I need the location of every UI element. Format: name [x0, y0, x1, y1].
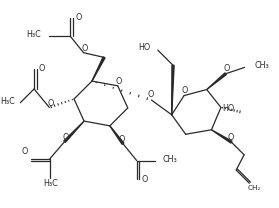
Text: O: O	[76, 13, 82, 22]
Text: O: O	[62, 133, 69, 142]
Text: O: O	[223, 64, 230, 73]
Text: O: O	[227, 133, 234, 142]
Text: O: O	[116, 77, 122, 86]
Text: HO: HO	[138, 43, 150, 52]
Polygon shape	[207, 73, 226, 89]
Polygon shape	[172, 65, 174, 115]
Polygon shape	[64, 121, 84, 142]
Text: O: O	[48, 99, 54, 108]
Text: H₃C: H₃C	[0, 97, 15, 106]
Polygon shape	[110, 126, 124, 144]
Polygon shape	[211, 130, 232, 143]
Text: O: O	[118, 135, 125, 144]
Text: CH₂: CH₂	[247, 185, 261, 191]
Polygon shape	[92, 57, 105, 81]
Text: H₃C: H₃C	[43, 179, 58, 188]
Text: O: O	[21, 147, 28, 156]
Text: O: O	[182, 86, 188, 95]
Text: O: O	[141, 175, 148, 184]
Text: O: O	[82, 45, 88, 53]
Text: HO: HO	[222, 104, 234, 113]
Text: CH₃: CH₃	[254, 61, 269, 70]
Text: O: O	[39, 64, 45, 73]
Text: H₃C: H₃C	[27, 30, 41, 39]
Text: CH₃: CH₃	[162, 155, 177, 164]
Text: O: O	[147, 90, 153, 99]
